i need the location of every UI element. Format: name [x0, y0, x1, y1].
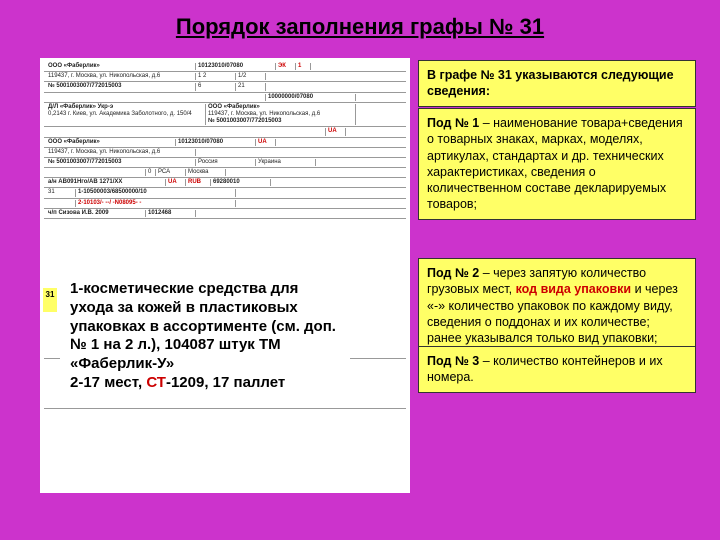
ek-n: 1	[296, 63, 311, 70]
r1: 1-10500003/68500000/10	[76, 189, 236, 196]
explain-intro: В графе № 31 указываются следующие сведе…	[418, 60, 696, 107]
recv: ООО «Фаберлик»	[208, 104, 260, 110]
rub: RUB	[186, 179, 211, 186]
rca: РСА	[156, 169, 186, 176]
r2: 2-10103/- --/ -N08095- -	[76, 200, 236, 207]
col31-highlight: 31	[43, 288, 57, 312]
dl-addr: 0,2143 г. Киев, ул. Академика Заболотног…	[48, 111, 192, 117]
explain-p3: Под № 3 – количество контейнеров и их но…	[418, 346, 696, 393]
recv2: ООО «Фаберлик»	[48, 139, 100, 145]
epn: 1012468	[146, 210, 196, 217]
code1: 10123010/07080	[196, 63, 276, 70]
inn2: № 5001003007/772015003	[208, 118, 281, 124]
ek: ЭК	[278, 63, 286, 69]
n31: 31	[46, 189, 76, 196]
ua1: UA	[326, 128, 346, 135]
awb: а/н АВ091Нго/АВ 1271/ХХ	[46, 179, 166, 186]
ukr: Украина	[256, 159, 316, 166]
sender-addr: 119437, г. Москва, ул. Никопольская, д.6	[46, 73, 196, 80]
inn1b: № 5001003007/772015003	[46, 159, 196, 166]
ua3: UA	[166, 179, 186, 186]
page-title: Порядок заполнения графы № 31	[0, 14, 720, 40]
recv-addr2: 119437, г. Москва, ул. Никопольская, д.6	[46, 149, 196, 156]
callout-line1: 1-косметические средства для ухода за ко…	[70, 280, 340, 374]
n12: 1 2	[196, 73, 236, 80]
code1b: 10123010/07080	[176, 139, 256, 146]
recv-addr: 119437, г. Москва, ул. Никопольская, д.6	[208, 111, 320, 117]
code2: 10000000/07080	[266, 94, 356, 101]
n6: 6	[196, 83, 236, 90]
explain-p1: Под № 1 – наименование товара+сведения о…	[418, 108, 696, 220]
dl: Д/Л «Фаберлик» Укр-э	[48, 104, 113, 110]
rubn: 69280010	[211, 179, 271, 186]
inn1: № 5001003007/772015003	[46, 83, 196, 90]
goods-description-callout: 1-косметические средства для ухода за ко…	[60, 272, 350, 402]
n21: 21	[236, 83, 266, 90]
callout-line2: 2-17 мест, СТ-1209, 17 паллет	[70, 374, 340, 393]
n12b: 1/2	[236, 73, 266, 80]
msk: Москва	[186, 169, 226, 176]
ep: ч/п Сизова И.В. 2009	[46, 210, 146, 217]
explain-p2: Под № 2 – через запятую количество грузо…	[418, 258, 696, 353]
ru: Россия	[196, 159, 256, 166]
ua2: UA	[256, 139, 276, 146]
sender: ООО «Фаберлик»	[48, 63, 100, 69]
